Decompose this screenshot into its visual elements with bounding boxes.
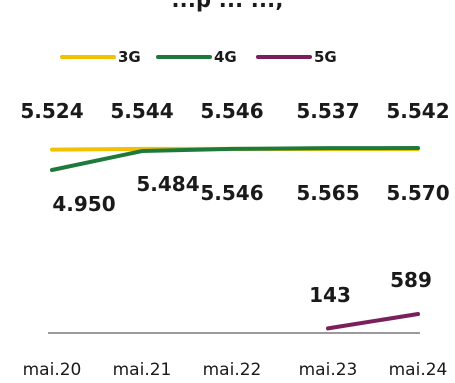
data-label-5g-4: 589 bbox=[390, 268, 432, 292]
legend-label-4g: 4G bbox=[214, 48, 237, 66]
data-label-4g-3: 5.565 bbox=[296, 181, 359, 205]
x-tick-label-3: mai.23 bbox=[299, 360, 358, 380]
legend-item-5g: 5G bbox=[256, 46, 337, 68]
legend: 3G 4G 5G bbox=[0, 46, 455, 68]
data-label-4g-0: 4.950 bbox=[52, 192, 115, 216]
data-label-4g-1: 5.484 bbox=[136, 172, 199, 196]
data-label-3g-3: 5.537 bbox=[296, 99, 359, 123]
x-tick-label-0: mai.20 bbox=[23, 360, 82, 380]
legend-item-4g: 4G bbox=[156, 46, 237, 68]
series-line-4g bbox=[50, 146, 420, 172]
legend-swatch-4g bbox=[156, 55, 212, 59]
data-label-3g-4: 5.542 bbox=[386, 99, 449, 123]
legend-swatch-3g bbox=[60, 55, 116, 59]
series-line-5g bbox=[326, 312, 420, 331]
data-label-3g-0: 5.524 bbox=[20, 99, 83, 123]
legend-label-3g: 3G bbox=[118, 48, 141, 66]
chart-title: ...p ... ..., bbox=[171, 0, 284, 12]
x-tick-label-2: mai.22 bbox=[203, 360, 262, 380]
legend-item-3g: 3G bbox=[60, 46, 141, 68]
data-label-5g-3: 143 bbox=[309, 283, 351, 307]
legend-label-5g: 5G bbox=[314, 48, 337, 66]
data-label-4g-2: 5.546 bbox=[200, 181, 263, 205]
legend-swatch-5g bbox=[256, 55, 312, 59]
data-label-3g-1: 5.544 bbox=[110, 99, 173, 123]
x-tick-label-1: mai.21 bbox=[113, 360, 172, 380]
data-label-4g-4: 5.570 bbox=[386, 181, 449, 205]
x-tick-label-4: mai.24 bbox=[389, 360, 448, 380]
data-label-3g-2: 5.546 bbox=[200, 99, 263, 123]
